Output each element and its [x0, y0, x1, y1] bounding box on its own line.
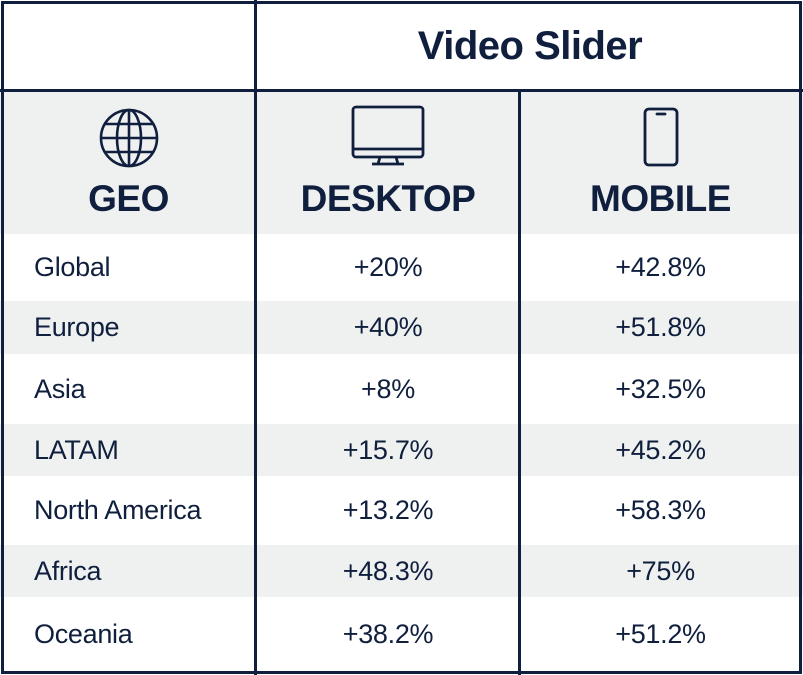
header-label-mobile: MOBILE [590, 178, 731, 219]
mobile-value-cell: +75% [626, 555, 695, 586]
desktop-value-cell: +40% [353, 312, 423, 342]
geo-column-divider [254, 0, 257, 675]
desktop-value-cell: +15.7% [342, 434, 434, 465]
mobile-value-cell: +58.3% [615, 495, 706, 525]
table-row: Global +20% +42.8% [0, 234, 803, 301]
title-divider [0, 89, 803, 92]
geo-cell: Asia [34, 373, 86, 404]
desktop-column-divider [518, 92, 521, 675]
table-row: North America +13.2% +58.3% [0, 476, 803, 545]
mobile-value-cell: +32.5% [615, 373, 706, 404]
geo-cell: Africa [34, 555, 102, 586]
geo-cell: Europe [34, 312, 120, 342]
desktop-value-cell: +8% [361, 373, 415, 404]
geo-cell: North America [34, 495, 202, 525]
desktop-monitor-icon [350, 104, 426, 173]
title-row: Video Slider [0, 0, 803, 92]
desktop-value-cell: +13.2% [342, 495, 434, 525]
table-row: LATAM +15.7% +45.2% [0, 424, 803, 476]
header-desktop: DESKTOP [257, 92, 519, 234]
table-row: Asia +8% +32.5% [0, 354, 803, 424]
mobile-phone-icon [641, 106, 681, 173]
mobile-value-cell: +42.8% [615, 252, 706, 282]
geo-cell: Global [34, 252, 111, 282]
desktop-value-cell: +48.3% [342, 555, 434, 586]
table-title: Video Slider [417, 23, 643, 68]
mobile-value-cell: +51.2% [615, 619, 706, 649]
desktop-value-cell: +38.2% [342, 619, 434, 649]
geo-cell: LATAM [34, 434, 119, 465]
mobile-value-cell: +45.2% [615, 434, 706, 465]
desktop-value-cell: +20% [353, 252, 423, 282]
globe-icon [97, 106, 161, 175]
header-mobile: MOBILE [521, 92, 800, 234]
header-label-geo: GEO [88, 178, 169, 219]
header-geo: GEO [0, 92, 257, 234]
table-row: Oceania +38.2% +51.2% [0, 597, 803, 672]
header-label-desktop: DESKTOP [300, 178, 476, 219]
geo-cell: Oceania [34, 619, 133, 649]
table-row: Africa +48.3% +75% [0, 545, 803, 597]
header-row: GEO DESKTOP [0, 92, 803, 234]
table-row: Europe +40% +51.8% [0, 301, 803, 354]
mobile-value-cell: +51.8% [615, 312, 706, 342]
